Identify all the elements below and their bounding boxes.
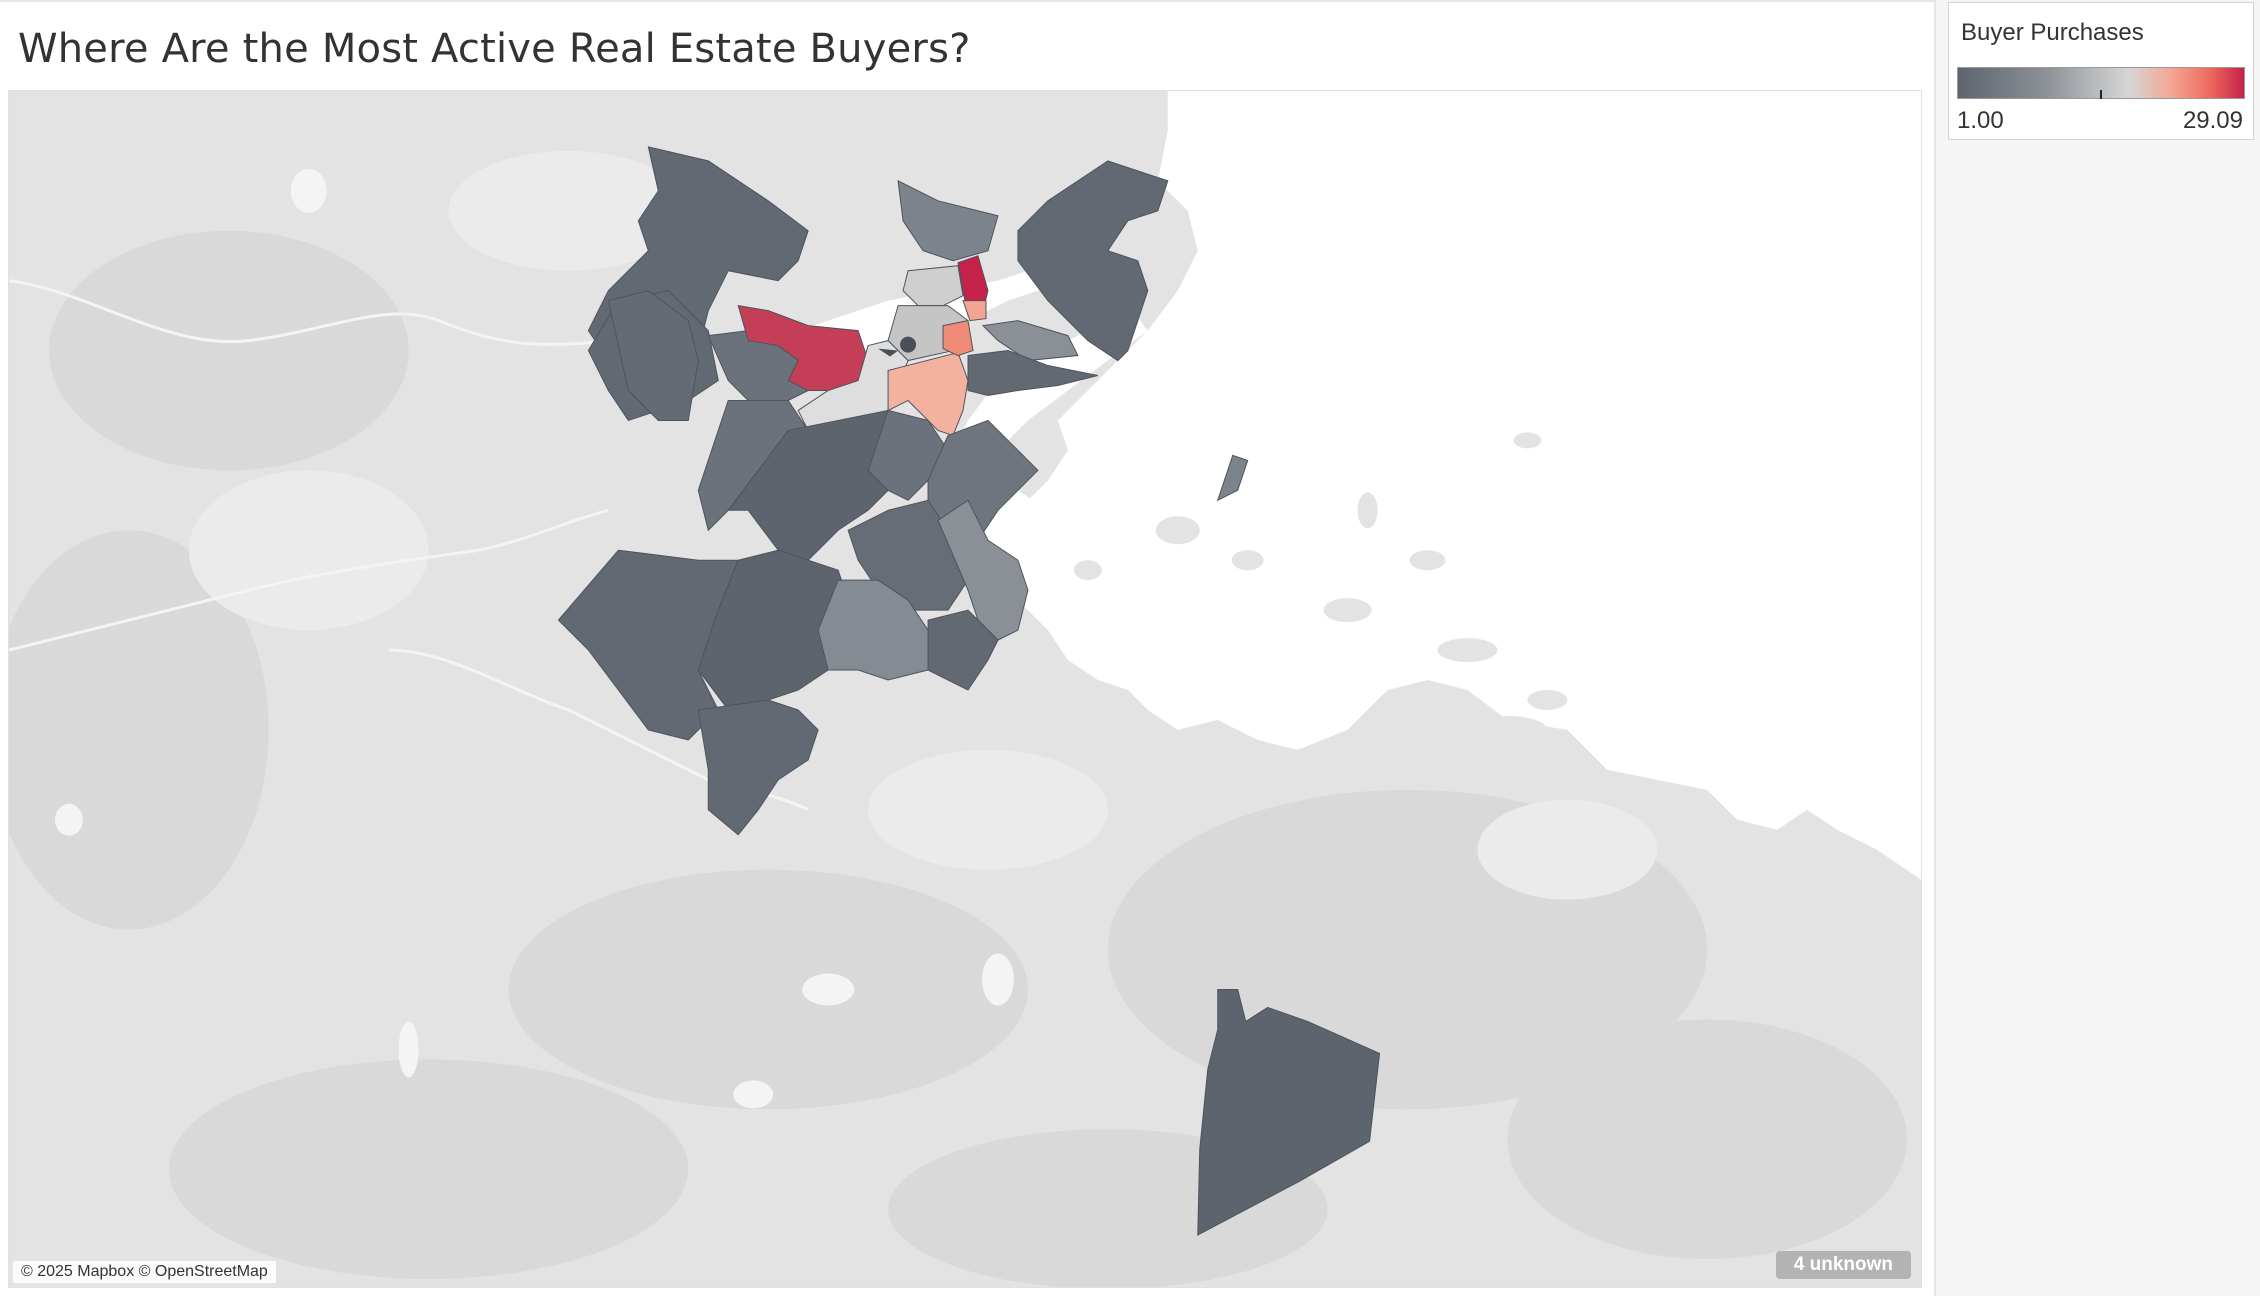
- unknown-locations-badge[interactable]: 4 unknown: [1775, 1251, 1911, 1279]
- harbor-islands: [1073, 432, 1568, 744]
- region-east-2[interactable]: [981, 320, 1079, 362]
- region-southwest-2[interactable]: [697, 549, 859, 711]
- region-east-gray[interactable]: [937, 499, 1029, 641]
- region-middle-3[interactable]: [867, 409, 949, 501]
- region-east-island-north[interactable]: [897, 179, 999, 262]
- region-southwest-3[interactable]: [697, 699, 819, 836]
- panel-divider: [1934, 0, 1936, 1296]
- choropleth-regions[interactable]: [557, 146, 1381, 1236]
- map-worksheet: Where Are the Most Active Real Estate Bu…: [0, 0, 1934, 1288]
- legend-color-ramp[interactable]: [1957, 67, 2245, 99]
- region-east-3[interactable]: [967, 350, 1098, 397]
- legend-title: Buyer Purchases: [1961, 19, 2144, 46]
- region-central-light-1[interactable]: [902, 265, 964, 307]
- legend-panel: Buyer Purchases 1.00 29.09: [1936, 0, 2260, 1296]
- map-attribution[interactable]: © 2025 Mapbox © OpenStreetMap: [13, 1261, 276, 1283]
- color-legend[interactable]: Buyer Purchases 1.00 29.09: [1948, 2, 2254, 140]
- region-east-1[interactable]: [1017, 160, 1169, 362]
- legend-midpoint-tick: [2100, 90, 2102, 99]
- map-canvas[interactable]: [9, 91, 1921, 1287]
- legend-max-label: 29.09: [2182, 107, 2243, 134]
- region-south-east[interactable]: [927, 609, 999, 691]
- map-view[interactable]: © 2025 Mapbox © OpenStreetMap 4 unknown: [8, 90, 1922, 1288]
- ocean-water: [997, 91, 1921, 880]
- location-marker-small: [878, 348, 899, 357]
- region-north-2[interactable]: [607, 290, 699, 421]
- ponds: [54, 168, 1014, 1109]
- legend-min-label: 1.00: [1957, 107, 2004, 134]
- region-far-south[interactable]: [1197, 988, 1381, 1236]
- page-title: Where Are the Most Active Real Estate Bu…: [18, 26, 971, 72]
- region-salmon-small[interactable]: [942, 320, 974, 357]
- region-east-thin[interactable]: [1216, 454, 1249, 502]
- region-salmon-tiny[interactable]: [962, 300, 987, 322]
- location-marker[interactable]: [900, 336, 917, 353]
